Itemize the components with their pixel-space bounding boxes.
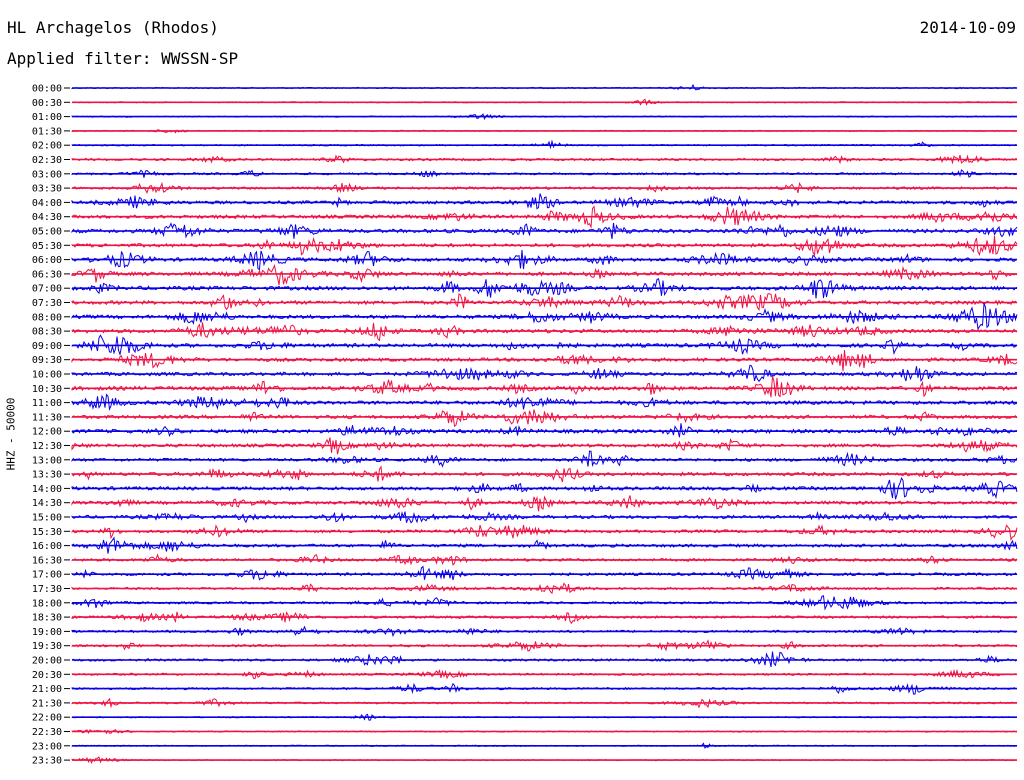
trace-line: [71, 450, 1018, 468]
trace-line: [71, 409, 1018, 428]
row-time-label: 09:30: [32, 355, 62, 366]
trace-line: [71, 349, 1018, 372]
row-time-label: 14:30: [32, 498, 62, 509]
row-time-label: 14:00: [32, 484, 62, 495]
row-time-label: 12:00: [32, 427, 62, 438]
row-time-label: 19:30: [32, 641, 62, 652]
row-time-label: 23:00: [32, 741, 62, 752]
row-time-label: 10:00: [32, 370, 62, 381]
row-time-label: 21:30: [32, 698, 62, 709]
row-time-label: 00:00: [32, 84, 62, 95]
row-time-label: 22:30: [32, 727, 62, 738]
trace-line: [71, 375, 1018, 398]
row-time-label: 20:00: [32, 656, 62, 667]
row-time-label: 18:30: [32, 613, 62, 624]
row-time-label: 17:30: [32, 584, 62, 595]
row-time-label: 19:00: [32, 627, 62, 638]
row-time-label: 11:00: [32, 398, 62, 409]
row-time-label: 22:00: [32, 713, 62, 724]
trace-line: [71, 524, 1018, 542]
row-time-label: 05:30: [32, 241, 62, 252]
trace-line: [71, 565, 1018, 581]
row-time-label: 03:00: [32, 169, 62, 180]
row-time-label: 12:30: [32, 441, 62, 452]
row-time-label: 11:30: [32, 412, 62, 423]
row-time-label: 04:30: [32, 212, 62, 223]
row-time-label: 18:00: [32, 598, 62, 609]
row-time-label: 06:00: [32, 255, 62, 266]
row-time-label: 05:00: [32, 227, 62, 238]
row-time-label: 20:30: [32, 670, 62, 681]
trace-line: [71, 277, 1018, 299]
row-time-label: 02:00: [32, 141, 62, 152]
row-time-label: 13:00: [32, 455, 62, 466]
time-tick-labels: 00:00 00:30 01:00 01:30 02:00 02:30 03:00 03:30…: [32, 84, 70, 767]
row-time-label: 16:00: [32, 541, 62, 552]
station-title: HL Archagelos (Rhodos): [7, 18, 219, 37]
row-time-label: 10:30: [32, 384, 62, 395]
row-time-label: 04:00: [32, 198, 62, 209]
row-time-label: 21:00: [32, 684, 62, 695]
row-time-label: 00:30: [32, 98, 62, 109]
row-time-label: 02:30: [32, 155, 62, 166]
row-time-label: 17:00: [32, 570, 62, 581]
row-time-label: 15:30: [32, 527, 62, 538]
row-time-label: 07:30: [32, 298, 62, 309]
row-time-label: 16:30: [32, 555, 62, 566]
trace-line: [71, 193, 1017, 210]
row-time-label: 07:00: [32, 284, 62, 295]
row-time-label: 01:30: [32, 126, 62, 137]
row-time-label: 08:30: [32, 327, 62, 338]
trace-line: [71, 222, 1018, 239]
row-time-label: 06:30: [32, 269, 62, 280]
row-time-label: 09:00: [32, 341, 62, 352]
row-time-label: 13:30: [32, 470, 62, 481]
date-label: 2014-10-09: [919, 18, 1016, 37]
row-time-label: 08:00: [32, 312, 62, 323]
trace-line: [71, 423, 1018, 438]
row-time-label: 03:30: [32, 184, 62, 195]
trace-lines: [71, 83, 1018, 765]
filter-label: Applied filter: WWSSN-SP: [7, 49, 239, 68]
trace-line: [71, 264, 1018, 285]
row-time-label: 01:00: [32, 112, 62, 123]
row-time-label: 23:30: [32, 756, 62, 767]
row-time-label: 15:00: [32, 513, 62, 524]
